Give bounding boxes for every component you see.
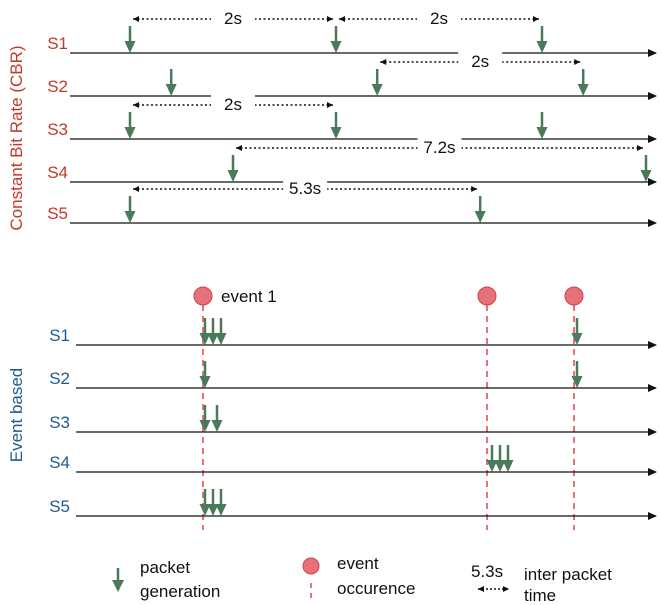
packet-arrow (199, 318, 211, 345)
event-section-title: Event based (7, 368, 26, 463)
packet-arrow (640, 155, 652, 182)
packet-arrow (124, 196, 136, 223)
cbr-timelines: S1 2s 2s S2 2s S3 2s S4 7.2s S5 5.3s (47, 7, 657, 227)
packet-arrow (571, 361, 583, 388)
packet-arrow (571, 318, 583, 345)
legend-event-label-1: event (337, 554, 379, 573)
packet-arrow (215, 318, 227, 345)
interval-label-bg (211, 7, 255, 27)
packet-arrow (207, 489, 219, 516)
packet-arrow (227, 155, 239, 182)
legend-interval-value: 5.3s (471, 562, 503, 581)
event-row-label: S3 (49, 413, 70, 432)
interval-label: 2s (224, 95, 242, 114)
event-circle (564, 286, 584, 306)
packet-arrow (577, 69, 589, 96)
event-marker (564, 286, 584, 530)
packet-arrow (199, 489, 211, 516)
interval-label-bg (283, 177, 328, 197)
packet-arrow (330, 112, 342, 139)
event-timelines: event 1 S1 S2 S3 S4 S5 (49, 286, 657, 530)
packet-arrow (199, 361, 211, 388)
packet-arrow (474, 196, 486, 223)
cbr-row-s4: S4 7.2s (47, 136, 657, 186)
cbr-row-label: S1 (47, 34, 68, 53)
interval-label-bg (458, 50, 503, 70)
packet-arrow (371, 69, 383, 96)
legend: packet generation event occurence 5.3s i… (112, 554, 612, 605)
legend-event-icon (302, 557, 320, 575)
cbr-row-s3: S3 2s (47, 93, 657, 143)
cbr-row-label: S3 (47, 120, 68, 139)
packet-arrow (494, 445, 506, 472)
interval-label: 2s (471, 52, 489, 71)
packet-arrow (536, 112, 548, 139)
event-circle (193, 286, 213, 306)
legend-interval-label-1: inter packet (524, 565, 612, 584)
cbr-row-label: S4 (47, 163, 68, 182)
event-row-s5: S5 (49, 489, 657, 520)
packet-arrow (124, 26, 136, 53)
interval-label-bg (417, 136, 462, 156)
event-row-label: S2 (49, 369, 70, 388)
interval-label: 2s (430, 9, 448, 28)
legend-interval-label-2: time (524, 586, 556, 605)
packet-arrow (330, 26, 342, 53)
packet-arrow (199, 405, 211, 432)
event-row-s1: S1 (49, 318, 657, 349)
event-row-s3: S3 (49, 405, 657, 436)
packet-arrow (165, 69, 177, 96)
event-row-label: S5 (49, 497, 70, 516)
legend-event-label-2: occurence (337, 579, 415, 598)
event-row-s4: S4 (49, 445, 657, 476)
event-row-label: S1 (49, 326, 70, 345)
event-marker: event 1 (193, 286, 277, 530)
interval-label: 5.3s (289, 179, 321, 198)
event-row-s2: S2 (49, 361, 657, 392)
event-circle (477, 286, 497, 306)
cbr-row-label: S2 (47, 77, 68, 96)
event-marker (477, 286, 497, 530)
packet-arrow (207, 318, 219, 345)
interval-label-bg (211, 93, 255, 113)
interval-label-bg (417, 7, 461, 27)
cbr-row-s5: S5 5.3s (47, 177, 657, 227)
cbr-row-s1: S1 2s 2s (47, 7, 657, 57)
event-label: event 1 (221, 287, 277, 306)
legend-packet-label-2: generation (140, 582, 220, 601)
cbr-row-s2: S2 2s (47, 50, 657, 100)
cbr-section-title: Constant Bit Rate (CBR) (7, 45, 26, 230)
packet-arrow (486, 445, 498, 472)
event-row-label: S4 (49, 453, 70, 472)
legend-packet-label-1: packet (140, 558, 190, 577)
packet-arrow (502, 445, 514, 472)
legend-packet-icon (112, 568, 124, 592)
cbr-row-label: S5 (47, 204, 68, 223)
interval-label: 7.2s (423, 138, 455, 157)
packet-arrow (211, 405, 223, 432)
packet-arrow (536, 26, 548, 53)
interval-label: 2s (224, 9, 242, 28)
packet-arrow (124, 112, 136, 139)
packet-arrow (215, 489, 227, 516)
